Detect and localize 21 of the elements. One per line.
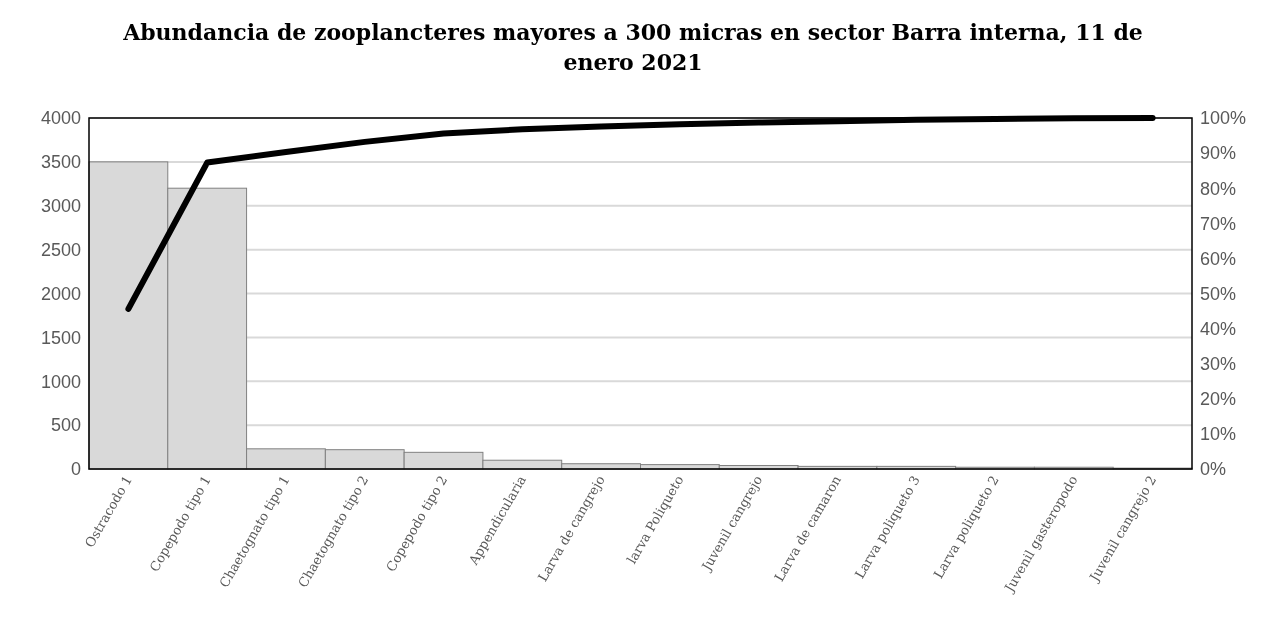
y-tick-label: 1000: [40, 371, 81, 392]
y2-tick-label: 100%: [1200, 108, 1247, 129]
y2-tick-label: 40%: [1200, 318, 1237, 339]
y2-tick-label: 10%: [1200, 424, 1237, 445]
y2-tick-label: 30%: [1200, 354, 1237, 374]
chart-title: Abundancia de zooplancteres mayores a 300 micras en sector Barra interna, 11 de enero 2021: [122, 19, 1143, 75]
y2-tick-label: 90%: [1200, 143, 1237, 164]
y2-tick-label: 20%: [1200, 389, 1237, 410]
y2-tick-label: 80%: [1200, 178, 1237, 199]
y-tick-label: 1500: [40, 327, 81, 348]
y2-tick-label: 70%: [1200, 213, 1237, 234]
y2-tick-label: 0%: [1200, 459, 1227, 480]
y-tick-label: 500: [50, 415, 81, 436]
y2-tick-label: 50%: [1200, 283, 1237, 304]
y-tick-label: 2500: [40, 239, 81, 260]
y-tick-label: 0: [70, 459, 81, 480]
y-tick-label: 3000: [40, 196, 81, 217]
y-tick-label: 4000: [40, 108, 81, 129]
y2-tick-label: 60%: [1200, 248, 1237, 269]
y-tick-label: 2000: [40, 283, 81, 304]
y-tick-label: 3500: [40, 152, 81, 173]
